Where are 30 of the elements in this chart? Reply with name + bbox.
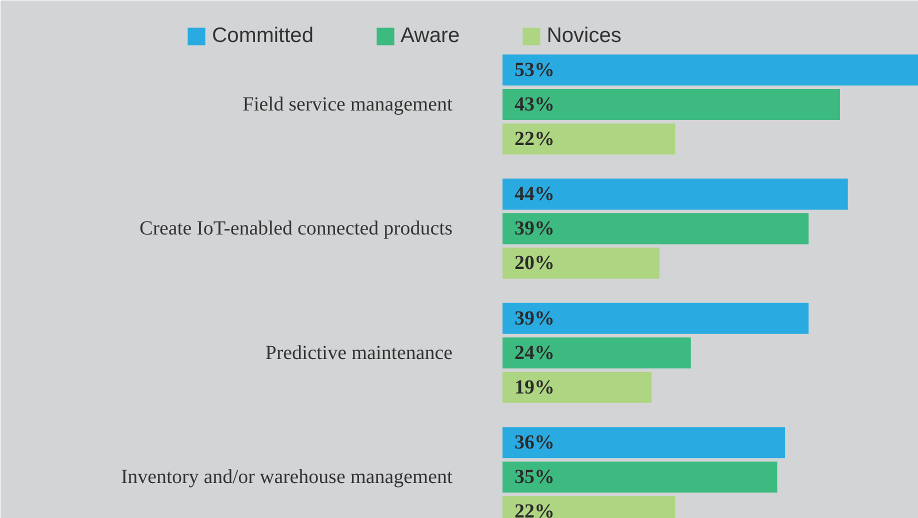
bar bbox=[502, 248, 660, 279]
bar bbox=[502, 123, 676, 155]
data-label: 43% bbox=[514, 93, 554, 116]
data-label: 44% bbox=[514, 183, 554, 206]
bar bbox=[502, 302, 809, 334]
legend-label: Aware bbox=[400, 24, 460, 48]
data-label: 39% bbox=[514, 307, 554, 330]
y-tick-label: Field service management bbox=[242, 93, 453, 116]
data-label: 24% bbox=[514, 342, 554, 364]
data-label: 20% bbox=[514, 252, 554, 274]
data-label: 36% bbox=[514, 432, 554, 454]
data-label: 22% bbox=[514, 128, 554, 150]
data-label: 22% bbox=[514, 500, 554, 518]
data-label: 53% bbox=[514, 58, 554, 81]
data-label: 39% bbox=[514, 218, 554, 240]
bar bbox=[502, 213, 809, 244]
bar bbox=[502, 337, 691, 368]
bar bbox=[502, 462, 778, 493]
bar bbox=[502, 427, 786, 458]
legend-label: Novices bbox=[546, 24, 622, 48]
bar bbox=[502, 54, 918, 86]
y-tick-label: Inventory and/or warehouse management bbox=[120, 466, 453, 488]
bar bbox=[502, 88, 840, 120]
data-label: 19% bbox=[514, 376, 554, 398]
y-tick-label: Create IoT-enabled connected products bbox=[139, 218, 453, 240]
bar bbox=[502, 372, 652, 403]
legend-label: Committed bbox=[212, 24, 314, 48]
data-label: 35% bbox=[514, 466, 554, 488]
bar bbox=[502, 178, 848, 210]
y-tick-label: Predictive maintenance bbox=[265, 342, 453, 364]
